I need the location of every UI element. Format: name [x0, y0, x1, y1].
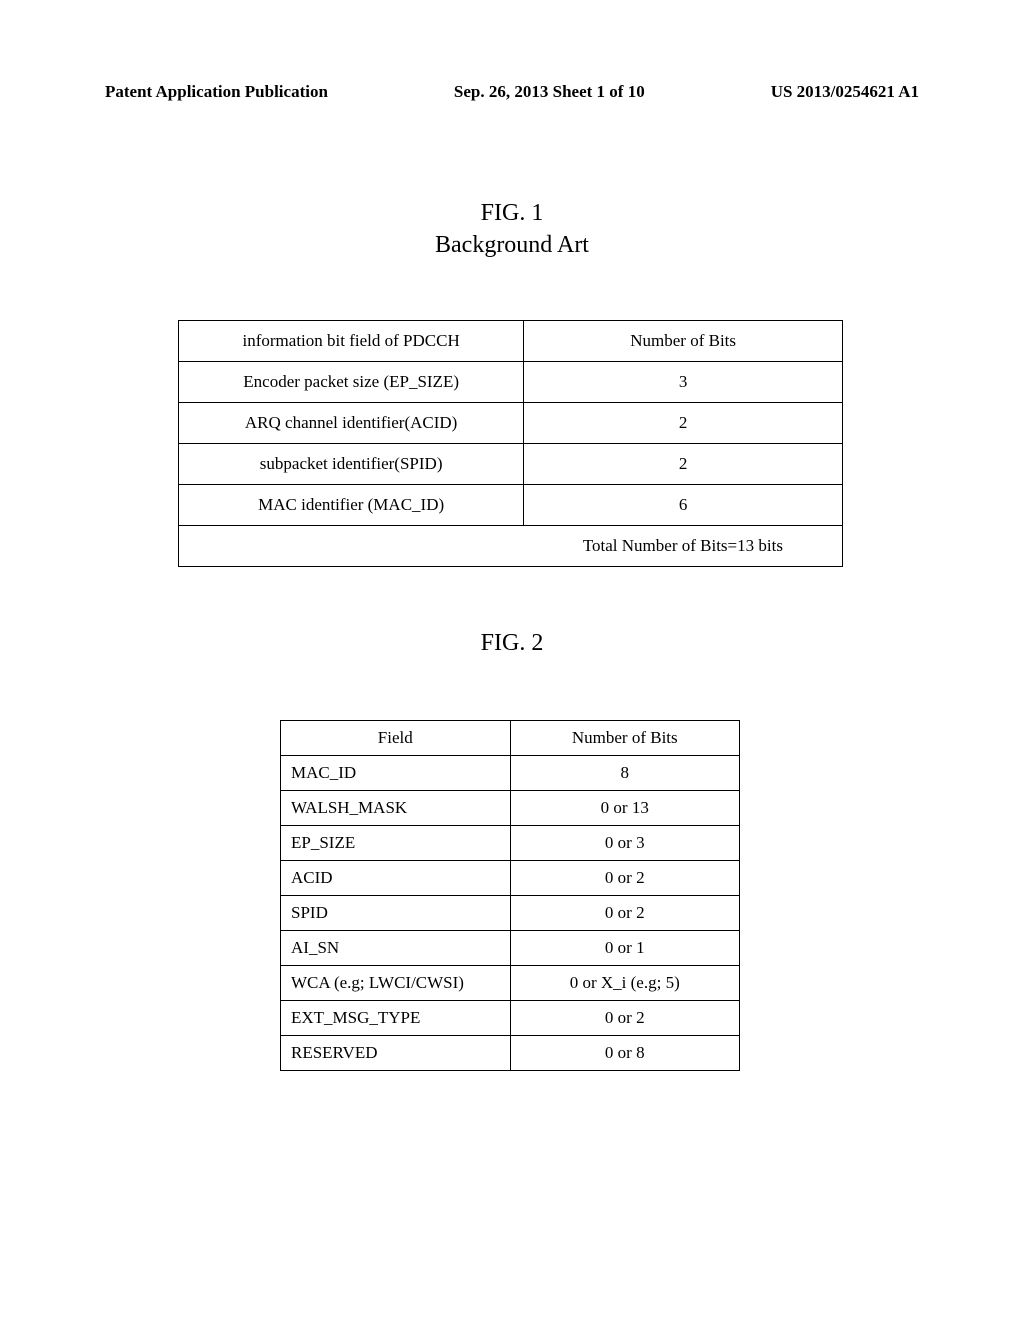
table-header-cell: Field [281, 721, 511, 756]
table-header-row: information bit field of PDCCH Number of… [179, 321, 843, 362]
table-footer-row: Total Number of Bits=13 bits [179, 526, 843, 567]
table-cell: 0 or 1 [510, 931, 740, 966]
table-cell: 0 or 2 [510, 896, 740, 931]
table-header-cell: Number of Bits [510, 721, 740, 756]
table-row: MAC identifier (MAC_ID) 6 [179, 485, 843, 526]
table-footer-empty [179, 526, 524, 567]
fig2-title: FIG. 2 [0, 630, 1024, 657]
header-left: Patent Application Publication [105, 82, 328, 102]
table-header-row: Field Number of Bits [281, 721, 740, 756]
table-row: subpacket identifier(SPID) 2 [179, 444, 843, 485]
table-cell: 2 [524, 444, 843, 485]
table-cell: RESERVED [281, 1036, 511, 1071]
table-cell: MAC_ID [281, 756, 511, 791]
table-cell: 0 or 2 [510, 1001, 740, 1036]
table-footer-cell: Total Number of Bits=13 bits [524, 526, 843, 567]
table-row: EP_SIZE 0 or 3 [281, 826, 740, 861]
table-row: SPID 0 or 2 [281, 896, 740, 931]
table-row: ACID 0 or 2 [281, 861, 740, 896]
table-header-cell: Number of Bits [524, 321, 843, 362]
table-row: AI_SN 0 or 1 [281, 931, 740, 966]
table-cell: 3 [524, 362, 843, 403]
table-cell: EXT_MSG_TYPE [281, 1001, 511, 1036]
page-header: Patent Application Publication Sep. 26, … [105, 82, 919, 102]
fig1-subtitle: Background Art [0, 232, 1024, 259]
table-cell: EP_SIZE [281, 826, 511, 861]
table-cell: 6 [524, 485, 843, 526]
table-row: RESERVED 0 or 8 [281, 1036, 740, 1071]
table-cell: SPID [281, 896, 511, 931]
table-row: WALSH_MASK 0 or 13 [281, 791, 740, 826]
table-cell: 0 or 3 [510, 826, 740, 861]
header-right: US 2013/0254621 A1 [771, 82, 919, 102]
table-cell: MAC identifier (MAC_ID) [179, 485, 524, 526]
table-cell: 0 or 8 [510, 1036, 740, 1071]
table-row: EXT_MSG_TYPE 0 or 2 [281, 1001, 740, 1036]
table-cell: 0 or 13 [510, 791, 740, 826]
table-cell: ACID [281, 861, 511, 896]
table-cell: subpacket identifier(SPID) [179, 444, 524, 485]
fig1-table: information bit field of PDCCH Number of… [178, 320, 843, 567]
fig1-title: FIG. 1 [0, 200, 1024, 227]
fig2-table: Field Number of Bits MAC_ID 8 WALSH_MASK… [280, 720, 740, 1071]
table-row: MAC_ID 8 [281, 756, 740, 791]
table-cell: 0 or 2 [510, 861, 740, 896]
table-header-cell: information bit field of PDCCH [179, 321, 524, 362]
table-cell: ARQ channel identifier(ACID) [179, 403, 524, 444]
table-cell: 8 [510, 756, 740, 791]
table-cell: Encoder packet size (EP_SIZE) [179, 362, 524, 403]
table-cell: 0 or X_i (e.g; 5) [510, 966, 740, 1001]
table-row: Encoder packet size (EP_SIZE) 3 [179, 362, 843, 403]
table-cell: WCA (e.g; LWCI/CWSI) [281, 966, 511, 1001]
table-cell: WALSH_MASK [281, 791, 511, 826]
table-row: WCA (e.g; LWCI/CWSI) 0 or X_i (e.g; 5) [281, 966, 740, 1001]
table-row: ARQ channel identifier(ACID) 2 [179, 403, 843, 444]
header-center: Sep. 26, 2013 Sheet 1 of 10 [454, 82, 645, 102]
table-cell: AI_SN [281, 931, 511, 966]
table-cell: 2 [524, 403, 843, 444]
